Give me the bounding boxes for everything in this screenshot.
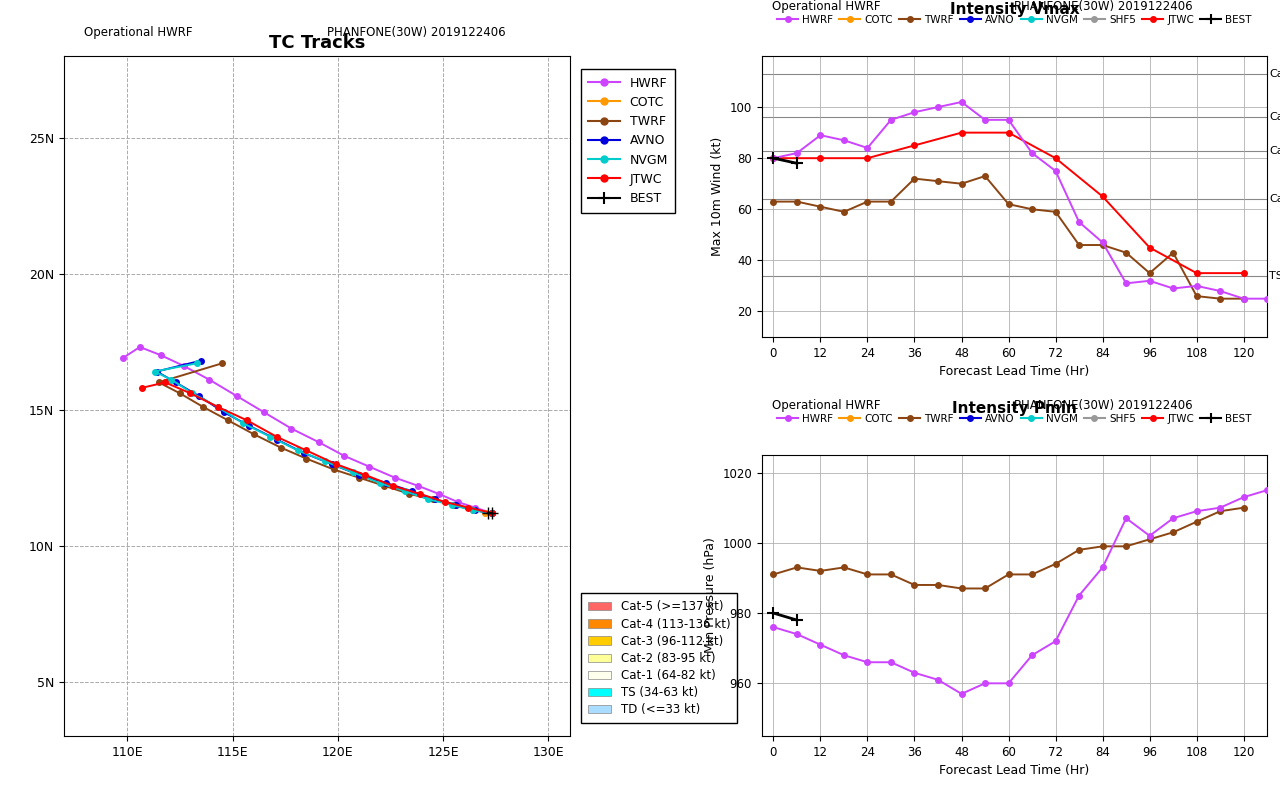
Y-axis label: Max 10m Wind (kt): Max 10m Wind (kt)	[712, 137, 724, 256]
Text: Cat-2: Cat-2	[1270, 146, 1280, 155]
X-axis label: Forecast Lead Time (Hr): Forecast Lead Time (Hr)	[940, 366, 1089, 378]
Text: PHANFONE(30W) 2019122406: PHANFONE(30W) 2019122406	[326, 26, 506, 39]
Legend: Cat-5 (>=137 kt), Cat-4 (113-136 kt), Cat-3 (96-112 kt), Cat-2 (83-95 kt), Cat-1: Cat-5 (>=137 kt), Cat-4 (113-136 kt), Ca…	[581, 594, 737, 723]
Legend: HWRF, COTC, TWRF, AVNO, NVGM, SHF5, JTWC, BEST: HWRF, COTC, TWRF, AVNO, NVGM, SHF5, JTWC…	[773, 410, 1256, 428]
Y-axis label: Min Pressure (hPa): Min Pressure (hPa)	[704, 538, 717, 654]
X-axis label: Forecast Lead Time (Hr): Forecast Lead Time (Hr)	[940, 764, 1089, 778]
Text: PHANFONE(30W) 2019122406: PHANFONE(30W) 2019122406	[1015, 399, 1193, 412]
Text: Cat-1: Cat-1	[1270, 194, 1280, 204]
Text: Cat-4: Cat-4	[1270, 69, 1280, 79]
Text: Operational HWRF: Operational HWRF	[772, 399, 881, 412]
Text: PHANFONE(30W) 2019122406: PHANFONE(30W) 2019122406	[1015, 0, 1193, 13]
Title: Intensity Vmax: Intensity Vmax	[950, 2, 1079, 18]
Title: Intensity Pmin: Intensity Pmin	[952, 402, 1076, 416]
Text: Operational HWRF: Operational HWRF	[772, 0, 881, 13]
Text: Operational HWRF: Operational HWRF	[84, 26, 193, 39]
Title: TC Tracks: TC Tracks	[269, 34, 365, 52]
Legend: HWRF, COTC, TWRF, AVNO, NVGM, SHF5, JTWC, BEST: HWRF, COTC, TWRF, AVNO, NVGM, SHF5, JTWC…	[773, 10, 1256, 29]
Text: Cat-3: Cat-3	[1270, 112, 1280, 122]
Text: TS: TS	[1270, 270, 1280, 281]
